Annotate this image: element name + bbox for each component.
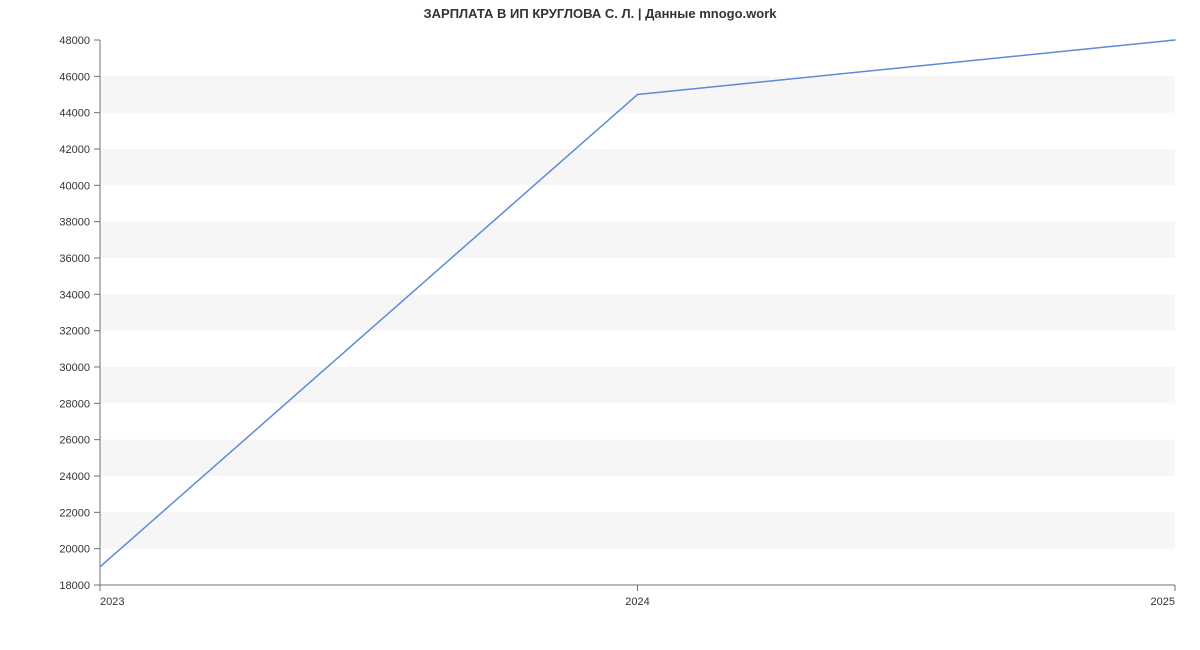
svg-text:40000: 40000	[59, 180, 90, 192]
svg-text:22000: 22000	[59, 507, 90, 519]
svg-text:48000: 48000	[59, 35, 90, 47]
svg-text:2024: 2024	[625, 596, 649, 608]
svg-text:2025: 2025	[1151, 596, 1175, 608]
svg-text:32000: 32000	[59, 326, 90, 338]
chart-svg: 18000 20000 22000 24000 26000 28000 30000 32000…	[0, 0, 1200, 650]
svg-text:44000: 44000	[59, 108, 90, 120]
svg-text:36000: 36000	[59, 253, 90, 265]
svg-text:34000: 34000	[59, 289, 90, 301]
svg-text:46000: 46000	[59, 71, 90, 83]
svg-text:30000: 30000	[59, 362, 90, 374]
svg-text:2023: 2023	[100, 596, 124, 608]
salary-line-chart: ЗАРПЛАТА В ИП КРУГЛОВА С. Л. | Данные mn…	[0, 0, 1200, 650]
svg-text:20000: 20000	[59, 544, 90, 556]
svg-text:26000: 26000	[59, 435, 90, 447]
svg-text:24000: 24000	[59, 471, 90, 483]
svg-text:18000: 18000	[59, 580, 90, 592]
svg-text:42000: 42000	[59, 144, 90, 156]
svg-text:38000: 38000	[59, 217, 90, 229]
svg-text:28000: 28000	[59, 398, 90, 410]
